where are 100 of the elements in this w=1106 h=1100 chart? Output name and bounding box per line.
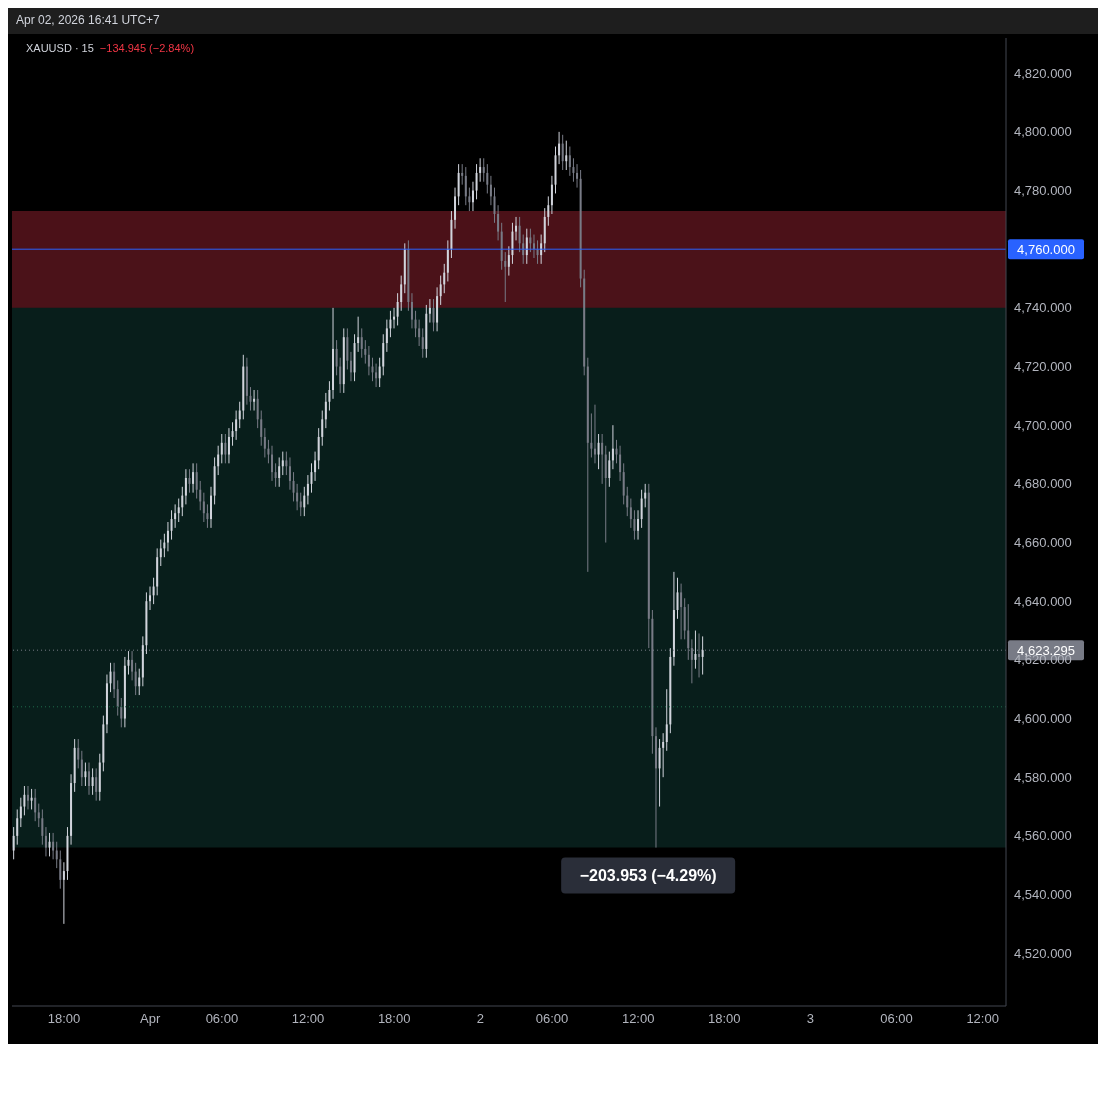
candlestick [37,803,40,828]
candlestick [159,539,162,567]
candlestick [188,468,191,494]
candlestick [84,762,87,787]
x-tick-label: 12:00 [291,1011,325,1027]
candlestick [637,509,640,541]
candlestick [421,327,424,359]
candlestick [515,216,518,241]
candlestick [364,339,367,365]
candlestick [317,427,320,470]
candlestick [611,424,614,470]
y-tick-label: 4,720.000 [1014,359,1072,375]
y-tick-label: 4,800.000 [1014,124,1072,140]
candlestick [349,351,352,382]
candlestick [113,662,116,699]
candlestick [91,767,94,796]
candlestick [95,767,98,802]
y-tick-label: 4,580.000 [1014,769,1072,785]
x-tick-label: 12:00 [966,1011,999,1027]
candlestick [367,345,370,376]
candlestick [529,228,532,253]
candlestick [378,357,381,388]
candlestick [177,498,180,523]
candlestick [400,275,403,312]
candlestick [497,204,500,241]
candlestick [260,410,263,447]
candlestick [27,785,29,810]
candlestick [227,427,230,464]
candlestick [77,738,80,769]
candlestick [120,697,123,728]
y-tick-label: 4,680.000 [1014,476,1072,492]
candlestick [597,433,600,470]
candlestick [622,462,625,505]
candlestick [206,503,209,529]
candlestick [393,307,396,329]
chart-title: XAUUSD · 15 [26,42,94,54]
candlestick [271,445,274,482]
y-tick-label: 4,700.000 [1014,417,1072,433]
candlestick [335,339,338,376]
candlestick [267,439,270,464]
candlestick [665,688,668,752]
candlestick [332,307,335,400]
candlestick [418,319,421,347]
candlestick [235,410,238,441]
candlestick [658,738,661,808]
candlestick [138,668,141,696]
candlestick [109,662,112,693]
candlestick [443,263,446,294]
candlestick [461,163,464,186]
x-tick-label: 06:00 [880,1011,913,1027]
candlestick [680,583,683,640]
candlestick [565,140,568,171]
y-tick-label: 4,740.000 [1014,300,1072,316]
candlestick [676,577,679,620]
candlestick [683,597,686,640]
candlestick [385,319,388,353]
chart-subtitle: −134.945 (−2.84%) [99,42,195,54]
candlestick [195,462,198,500]
candlestick [149,586,152,611]
candlestick [396,292,399,326]
candlestick [23,785,26,816]
candlestick [522,234,525,265]
candlestick [608,451,611,488]
text: Apr 02, 2026 16:41 UTC+7 [16,13,160,27]
candlestick [694,630,697,670]
ref-line-label: 4,760.000 [1017,242,1075,258]
candlestick [285,451,288,476]
candlestick [263,427,266,458]
candlestick [532,234,535,259]
x-tick-label: 18:00 [377,1011,411,1027]
x-tick-label: 18:00 [708,1011,741,1027]
candlestick [619,445,622,482]
candlestick [306,474,309,505]
candlestick [41,808,44,846]
candlestick [181,486,184,517]
candlestick [278,456,281,488]
candlestick [640,489,643,529]
candlestick [134,662,137,696]
x-tick-label: 18:00 [47,1011,81,1027]
candlestick [604,445,607,544]
candlestick [48,832,51,857]
y-tick-label: 4,660.000 [1014,535,1072,551]
x-tick-label: 12:00 [621,1011,655,1027]
candlestick [486,163,489,194]
candlestick [166,521,169,552]
candlestick [593,404,596,464]
y-tick-label: 4,560.000 [1014,828,1072,844]
candlestick [540,234,543,265]
x-tick-label: 3 [806,1011,815,1027]
candlestick [192,462,195,494]
x-tick-label: Apr [140,1011,161,1027]
candlestick [314,451,317,482]
candlestick [446,239,449,282]
candlestick [299,492,302,517]
candlestick [12,826,15,860]
candlestick [217,445,220,476]
candlestick [550,175,553,215]
candlestick [518,216,521,253]
candlestick [321,410,324,447]
candlestick [464,166,467,206]
